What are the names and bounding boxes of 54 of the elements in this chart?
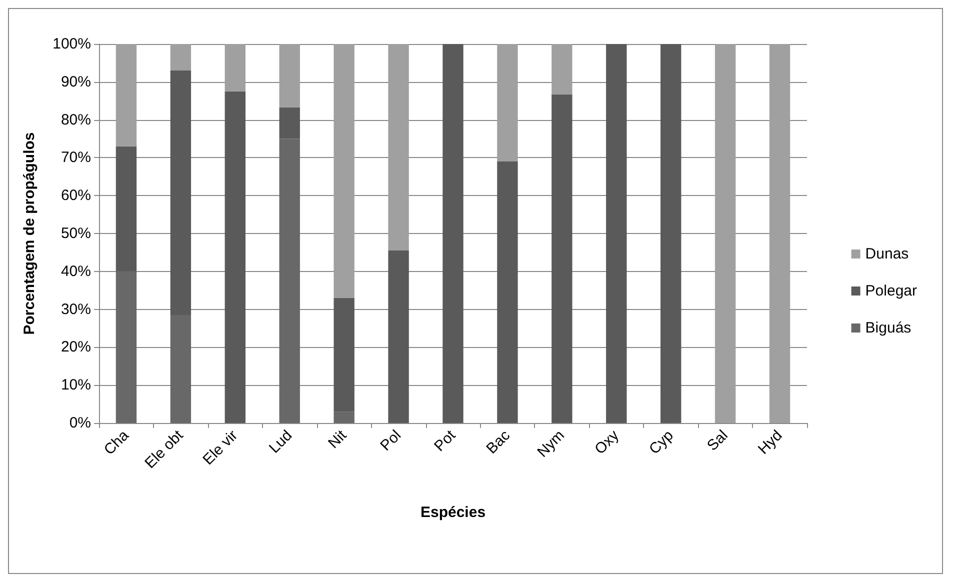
bar: [224, 44, 246, 92]
y-tick-label: 90%: [60, 73, 91, 90]
y-tick-label: 30%: [60, 300, 91, 318]
y-tick-label: 40%: [60, 262, 91, 280]
bar: [552, 44, 572, 94]
x-tick-label: Cyp: [646, 426, 677, 458]
y-tick-label: 50%: [60, 225, 91, 242]
y-tick-label: 100%: [52, 36, 91, 52]
y-tick-label: 60%: [60, 187, 91, 204]
bar: [170, 314, 192, 423]
bar: [279, 107, 300, 139]
bar: [660, 44, 682, 423]
bar: [334, 298, 354, 412]
bar: [606, 44, 627, 423]
x-tick-label: Pol: [377, 426, 405, 454]
x-tick-label: Hyd: [754, 426, 786, 458]
x-tick-label: Ele vir: [200, 426, 242, 468]
x-tick-label: Pot: [431, 426, 460, 455]
x-tick-label: Oxy: [592, 426, 623, 458]
legend-label: Biguás: [865, 320, 912, 336]
bar: [334, 44, 354, 298]
y-axis-title: Porcentagem de propágulos: [21, 132, 38, 335]
x-tick-label: Nit: [325, 426, 351, 452]
bar: [388, 250, 409, 423]
bar: [170, 70, 192, 315]
x-tick-label: Ele obt: [142, 426, 188, 472]
bar: [279, 44, 300, 108]
y-tick-label: 70%: [60, 149, 91, 166]
bar: [224, 91, 246, 423]
x-tick-label: Lud: [266, 426, 296, 457]
y-tick-label: 80%: [60, 111, 91, 128]
bar: [116, 44, 137, 146]
bar: [552, 94, 572, 423]
bar: [442, 44, 464, 423]
y-tick-label: 20%: [60, 338, 91, 356]
bar: [116, 271, 137, 423]
bar: [170, 44, 192, 71]
x-tick-label: Bac: [483, 426, 514, 458]
bar: [279, 138, 300, 423]
bar: [769, 44, 790, 423]
bar: [497, 161, 518, 423]
legend-label: Polegar: [865, 282, 918, 300]
bar: [497, 44, 518, 162]
x-tick-label: Cha: [100, 426, 133, 458]
bar: [116, 146, 137, 272]
y-tick-label: 10%: [60, 376, 91, 394]
bar: [388, 44, 409, 251]
x-axis-title: Espécies: [420, 504, 486, 521]
x-tick-label: Sal: [704, 426, 732, 454]
x-tick-label: Nym: [534, 426, 568, 461]
legend-label: Dunas: [865, 246, 909, 262]
bar: [714, 44, 736, 423]
y-tick-label: 0%: [69, 414, 91, 432]
bar: [334, 412, 354, 423]
